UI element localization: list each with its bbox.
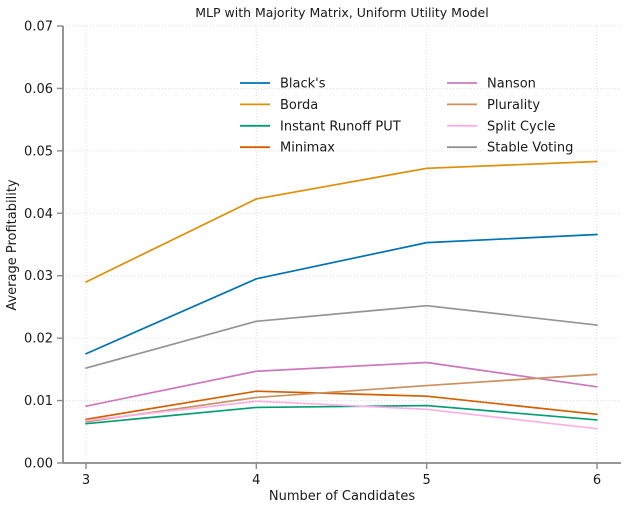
series-line-stable-voting bbox=[85, 304, 598, 369]
legend-item-stable-voting: Stable Voting bbox=[447, 141, 573, 156]
x-tick-label: 4 bbox=[252, 473, 260, 488]
y-tick-label: 0.00 bbox=[24, 457, 53, 472]
legend-label: Stable Voting bbox=[487, 141, 573, 156]
gridlines bbox=[63, 25, 621, 464]
chart-title: MLP with Majority Matrix, Uniform Utilit… bbox=[195, 5, 488, 20]
y-tick-label: 0.01 bbox=[24, 394, 53, 409]
y-tick-label: 0.02 bbox=[24, 332, 53, 347]
series-line-instant-runoff-put bbox=[85, 404, 598, 425]
y-tick-label: 0.05 bbox=[24, 144, 53, 159]
legend-item-plurality: Plurality bbox=[447, 98, 540, 113]
series-line-minimax bbox=[85, 390, 598, 421]
series-line-plurality bbox=[85, 373, 598, 423]
legend-label: Split Cycle bbox=[487, 119, 556, 134]
data-series bbox=[85, 160, 598, 430]
legend-label: Borda bbox=[280, 98, 318, 113]
x-tick-label: 5 bbox=[423, 473, 431, 488]
legend-item-minimax: Minimax bbox=[240, 141, 335, 156]
series-line-split-cycle bbox=[85, 400, 598, 430]
legend-label: Black's bbox=[280, 77, 326, 92]
y-tick-label: 0.04 bbox=[24, 207, 53, 222]
legend-label: Instant Runoff PUT bbox=[280, 119, 401, 134]
legend-item-borda: Borda bbox=[240, 98, 318, 113]
legend-item-instant-runoff-put: Instant Runoff PUT bbox=[240, 119, 401, 134]
legend: Black's Borda Instant Runoff PUT Minimax Nan… bbox=[240, 77, 573, 156]
legend-label: Minimax bbox=[280, 141, 335, 156]
legend-label: Plurality bbox=[487, 98, 540, 113]
axes: 0.00 0.01 0.02 0.03 0.04 0.05 0.06 0.07 3 4 5 6 bbox=[24, 20, 621, 488]
series-line-black-s bbox=[85, 233, 598, 355]
legend-item-black-s: Black's bbox=[240, 77, 326, 92]
series-line-borda bbox=[85, 160, 598, 283]
legend-label: Nanson bbox=[487, 77, 536, 92]
y-tick-label: 0.03 bbox=[24, 269, 53, 284]
y-tick-label: 0.06 bbox=[24, 82, 53, 97]
legend-item-nanson: Nanson bbox=[447, 77, 536, 92]
x-tick-label: 6 bbox=[593, 473, 601, 488]
legend-item-split-cycle: Split Cycle bbox=[447, 119, 556, 134]
y-tick-label: 0.07 bbox=[24, 20, 53, 35]
y-axis-label: Average Profitability bbox=[5, 179, 20, 311]
x-tick-label: 3 bbox=[82, 473, 90, 488]
series-line-nanson bbox=[85, 361, 598, 408]
x-axis-label: Number of Candidates bbox=[269, 489, 415, 504]
